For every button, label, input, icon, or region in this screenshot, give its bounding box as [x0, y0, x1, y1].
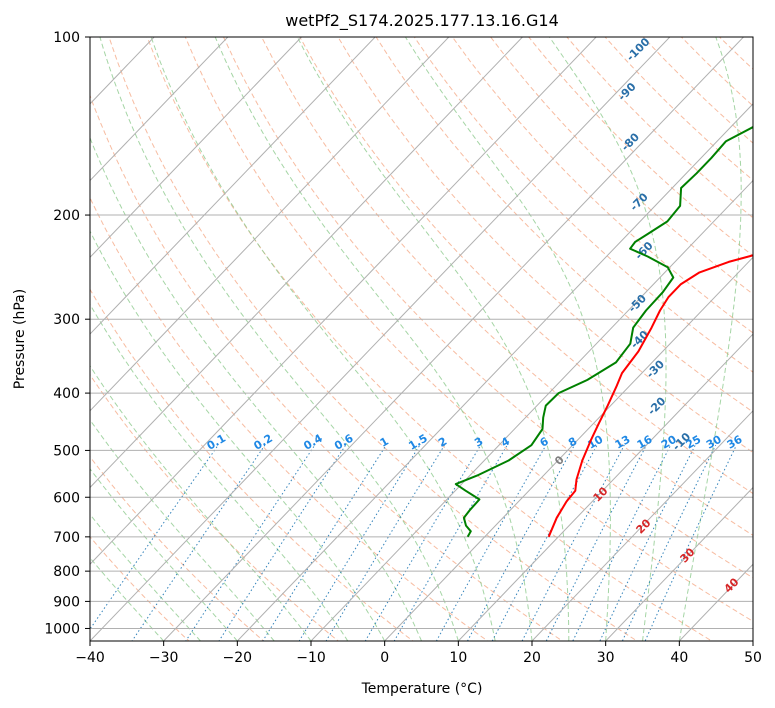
dry-adiabat	[299, 37, 753, 495]
moist-adiabat	[90, 513, 201, 641]
isotherm	[90, 37, 229, 182]
isotherm	[90, 37, 376, 335]
y-tick-label: 200	[53, 208, 80, 224]
mixing-ratio-line	[435, 444, 547, 641]
isotherm	[90, 37, 671, 641]
dry-adiabat	[90, 455, 265, 641]
mixing-ratio-line	[218, 444, 347, 641]
moist-adiabat	[90, 468, 238, 641]
mixing-ratio-line	[599, 444, 696, 641]
y-axis-label: Pressure (hPa)	[12, 289, 28, 389]
moist-adiabat	[548, 37, 667, 641]
moist-adiabat	[90, 303, 349, 641]
isotherm	[531, 410, 753, 641]
series-line-1	[454, 125, 753, 538]
x-tick-label: −20	[223, 650, 253, 666]
x-tick-label: 30	[597, 650, 615, 666]
y-tick-label: 700	[53, 530, 80, 546]
mixing-ratio-line	[298, 444, 421, 641]
x-axis: −40 −30 −20 −10 0 10 20 30 40 50	[75, 641, 762, 666]
series-layer	[454, 125, 753, 538]
isotherm	[457, 333, 753, 641]
y-tick-label: 600	[53, 490, 80, 506]
isotherm	[383, 256, 753, 641]
plot-frame	[89, 36, 754, 642]
mixing-ratio-line	[364, 444, 482, 641]
x-tick-label: −40	[75, 650, 105, 666]
isotherm	[90, 37, 597, 565]
y-tick-label: 800	[53, 564, 80, 580]
y-axis: 100 200 300 400 500 600 700 800 900 1000	[44, 30, 90, 637]
chart-title: wetPf2_S174.2025.177.13.16.G14	[285, 11, 559, 31]
y-tick-label: 400	[53, 386, 80, 402]
isotherm	[90, 37, 450, 412]
x-tick-label: 40	[670, 650, 688, 666]
y-tick-label: 500	[53, 443, 80, 459]
y-tick-label: 900	[53, 594, 80, 610]
x-axis-label: Temperature (°C)	[361, 681, 483, 697]
moist-adiabat	[404, 37, 611, 641]
dry-adiabat	[90, 535, 190, 641]
dry-adiabat	[146, 37, 713, 641]
isotherm	[310, 179, 753, 641]
dry-adiabat	[90, 373, 340, 641]
mixing-ratio-line	[185, 444, 316, 641]
moist-adiabat	[90, 136, 422, 641]
moist-adiabat	[90, 419, 275, 641]
mixing-ratio-line	[491, 444, 598, 641]
x-tick-label: 50	[744, 650, 762, 666]
isotherm	[236, 103, 753, 641]
y-tick-label: 300	[53, 312, 80, 328]
moist-adiabat	[90, 230, 386, 641]
dry-adiabat	[108, 37, 638, 641]
x-tick-label: −10	[296, 650, 326, 666]
moist-adiabat	[678, 37, 742, 641]
isotherm	[604, 486, 753, 641]
dry-adiabat	[261, 37, 753, 536]
x-tick-label: −30	[149, 650, 179, 666]
moist-adiabat	[214, 37, 533, 641]
isotherm	[90, 37, 303, 259]
isotherm	[162, 37, 745, 641]
dry-adiabat	[90, 196, 489, 641]
dry-adiabat	[375, 37, 753, 413]
y-tick-label: 100	[53, 30, 80, 46]
moist-adiabat	[90, 557, 165, 641]
y-tick-label: 1000	[44, 621, 80, 637]
isotherm	[90, 37, 524, 489]
mixing-ratio-line	[621, 444, 717, 641]
series-line-0	[547, 254, 753, 538]
x-tick-label: 20	[523, 650, 541, 666]
mixing-ratio-line	[466, 444, 575, 641]
dry-adiabat	[90, 94, 564, 641]
moist-adiabat	[296, 37, 570, 641]
mixing-ratio-line	[393, 444, 508, 641]
x-tick-label: 0	[380, 650, 389, 666]
mixing-ratio-line	[325, 444, 445, 641]
moist-adiabat	[90, 364, 312, 641]
dry-adiabat	[451, 37, 753, 334]
moist-adiabat	[150, 37, 496, 641]
dry-adiabat	[490, 37, 753, 295]
background-lines	[90, 37, 753, 641]
dry-adiabat	[184, 37, 753, 622]
x-tick-label: 10	[449, 650, 467, 666]
moist-adiabat	[99, 37, 459, 641]
dry-adiabat	[90, 288, 414, 641]
